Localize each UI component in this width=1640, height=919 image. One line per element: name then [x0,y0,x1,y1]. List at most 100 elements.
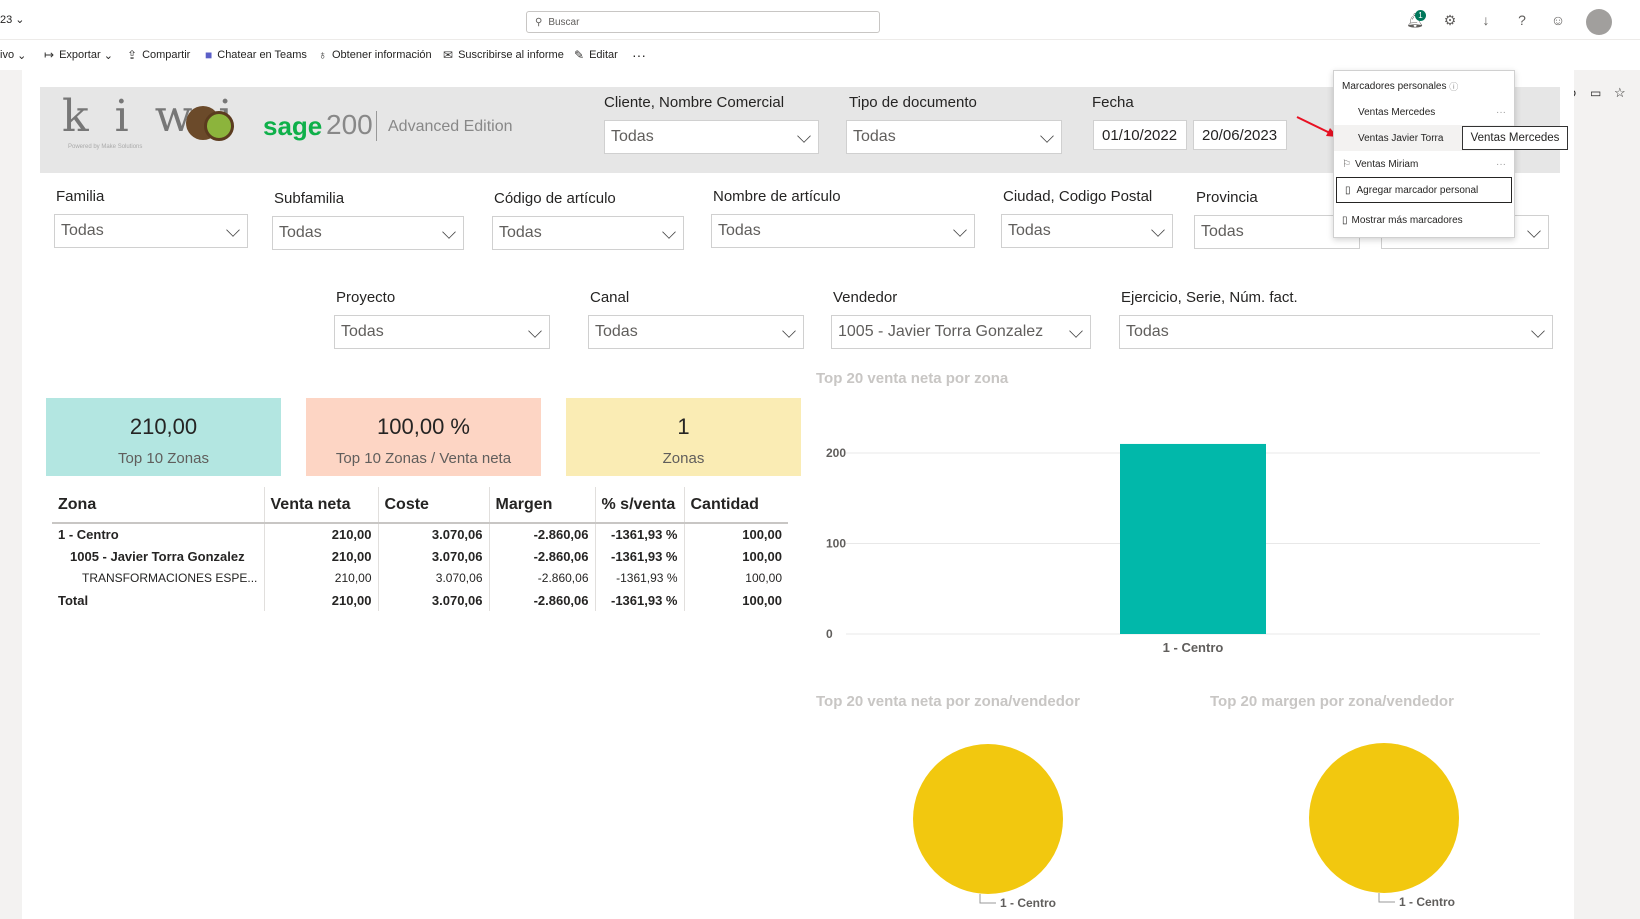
vendedor-slicer-title: Vendedor [833,289,898,306]
teams-icon: ■ [205,48,213,62]
subscribe-icon: ✉ [443,48,454,62]
ejercicio-slicer-title: Ejercicio, Serie, Núm. fact. [1121,289,1298,306]
vendedor-dropdown[interactable]: 1005 - Javier Torra Gonzalez [831,315,1091,349]
more-dots-icon[interactable]: ··· [1496,106,1506,118]
kpi-card-top10-zonas: 210,00 Top 10 Zonas [46,398,281,476]
kpi-card-top10-ratio: 100,00 % Top 10 Zonas / Venta neta [306,398,541,476]
pie-slice[interactable] [1309,743,1459,893]
archivo-menu[interactable]: ivo ⌄ [0,49,27,62]
cliente-dropdown[interactable]: Todas [604,120,819,154]
notification-count-badge: 1 [1415,10,1426,21]
nombre-articulo-slicer-title: Nombre de artículo [713,188,841,205]
bookmark-list-icon: ▯ [1342,214,1348,226]
edit-button[interactable]: ✎ Editar [574,48,618,62]
codigo-slicer-title: Código de artículo [494,190,616,207]
nombre-articulo-dropdown[interactable]: Todas [711,214,975,248]
search-input[interactable]: ⚲ Buscar [526,11,880,33]
share-icon: ⇪ [127,48,138,62]
subfamilia-slicer-title: Subfamilia [274,190,345,207]
bookmark-item[interactable]: ⚐ Ventas Miriam ··· [1342,158,1506,170]
settings-gear-icon[interactable]: ⚙ [1443,12,1457,28]
column-header-zona[interactable]: Zona [52,487,264,524]
kpi-value: 1 [677,414,690,439]
pie-slice[interactable] [913,744,1063,894]
pie-chart-margen-title: Top 20 margen por zona/vendedor [1210,693,1454,710]
help-icon[interactable]: ? [1518,12,1526,28]
codigo-dropdown[interactable]: Todas [492,216,684,250]
proyecto-dropdown[interactable]: Todas [334,315,550,349]
subscribe-button[interactable]: ✉ Suscribirse al informe [443,48,564,62]
kpi-card-zonas: 1 Zonas [566,398,801,476]
comment-icon[interactable]: ▭ [1590,86,1602,100]
bookmark-tooltip: Ventas Mercedes [1462,126,1568,150]
lightbulb-icon: ♁ [318,48,327,62]
pie-data-label: 1 - Centro [1399,895,1455,909]
fecha-from-input[interactable]: 01/10/2022 [1093,120,1187,150]
default-bookmark-icon: ⚐ [1342,158,1351,170]
annotation-arrow [1296,116,1338,137]
provincia-dropdown[interactable]: Todas [1194,215,1360,249]
pie-chart-margen-zona-vendedor[interactable]: 1 - Centro [1309,743,1459,909]
fecha-to-input[interactable]: 20/06/2023 [1193,120,1287,150]
tipo-doc-dropdown[interactable]: Todas [846,120,1062,154]
table-row-vendedor[interactable]: 1005 - Javier Torra Gonzalez 210,00 3.070,… [52,545,788,567]
logo-divider [376,111,377,141]
provincia-slicer-title: Provincia [1196,189,1258,206]
kiwi-slice-icon [204,111,234,141]
workspace-label[interactable]: 23 ⌄ [0,14,25,26]
add-bookmark-button[interactable]: ▯ Agregar marcador personal [1336,177,1512,203]
ciudad-slicer-title: Ciudad, Codigo Postal [1003,188,1153,205]
bar[interactable] [1120,443,1266,634]
column-header-venta-neta[interactable]: Venta neta [263,487,378,524]
teams-chat-button[interactable]: ■ Chatear en Teams [205,48,307,62]
column-header-coste[interactable]: Coste [377,487,489,524]
pie-label-leader [979,894,996,904]
bookmarks-heading: Marcadores personales ⓘ [1342,80,1459,92]
pie-chart-venta-neta-zona-vendedor[interactable]: 1 - Centro [913,744,1063,910]
table-row-cliente[interactable]: TRANSFORMACIONES ESPE... 210,00 3.070,06 -2… [52,567,788,589]
user-avatar[interactable] [1586,9,1612,35]
sage-logo: sage [263,111,323,141]
y-tick-label: 100 [826,537,846,551]
kpi-label: Top 10 Zonas / Venta neta [335,450,512,467]
subfamilia-dropdown[interactable]: Todas [272,216,464,250]
bar-chart-title: Top 20 venta neta por zona [816,370,1009,387]
show-more-bookmarks-button[interactable]: ▯ Mostrar más marcadores [1342,214,1463,226]
x-tick-label: 1 - Centro [1163,640,1224,655]
column-header-pct-venta[interactable]: % s/venta [594,487,684,524]
cliente-slicer-title: Cliente, Nombre Comercial [604,94,785,111]
search-icon: ⚲ [535,16,543,28]
table-header-row: Zona Venta neta Coste Margen % s/venta C… [52,487,788,524]
bookmark-item[interactable]: Ventas Mercedes ··· [1358,106,1506,118]
kpi-label: Zonas [662,450,705,467]
sage-200-label: 200 [326,109,373,140]
column-header-margen[interactable]: Margen [488,487,595,524]
insights-button[interactable]: ♁ Obtener información [318,48,432,62]
tipo-doc-slicer-title: Tipo de documento [849,94,977,111]
y-tick-label: 200 [826,446,846,460]
download-icon[interactable]: ↓ [1482,12,1490,28]
edition-label: Advanced Edition [388,118,513,135]
feedback-smiley-icon[interactable]: ☺ [1550,12,1566,28]
ciudad-dropdown[interactable]: Todas [1001,214,1173,248]
familia-dropdown[interactable]: Todas [54,214,248,248]
share-button[interactable]: ⇪ Compartir [127,48,191,62]
y-tick-label: 0 [826,627,833,641]
column-header-cantidad[interactable]: Cantidad [683,487,788,524]
kpi-value: 210,00 [129,414,198,439]
table-row-zona[interactable]: 1 - Centro 210,00 3.070,06 -2.860,06 -1361,9… [52,523,788,545]
pie-data-label: 1 - Centro [1000,896,1056,910]
more-dots-icon[interactable]: ··· [1496,158,1506,170]
kiwi-logo-tagline: Powered by Make Solutions [68,144,143,150]
familia-slicer-title: Familia [56,188,105,205]
pencil-icon: ✎ [574,48,585,62]
export-button[interactable]: ↦ Exportar ⌄ [44,48,113,62]
bar-chart-venta-neta-zona[interactable]: 0 100 200 1 - Centro [826,443,1540,655]
more-options-button[interactable]: ··· [632,47,646,63]
kpi-value: 100,00 % [377,414,470,439]
pie-chart-venta-title: Top 20 venta neta por zona/vendedor [816,693,1080,710]
favorite-star-icon[interactable]: ☆ [1614,85,1626,100]
app-top-bar: 23 ⌄ ⚲ Buscar 🔔︎ 1 ⚙ ↓ ? ☺ [0,0,1640,40]
canal-dropdown[interactable]: Todas [588,315,804,349]
ejercicio-dropdown[interactable]: Todas [1119,315,1553,349]
